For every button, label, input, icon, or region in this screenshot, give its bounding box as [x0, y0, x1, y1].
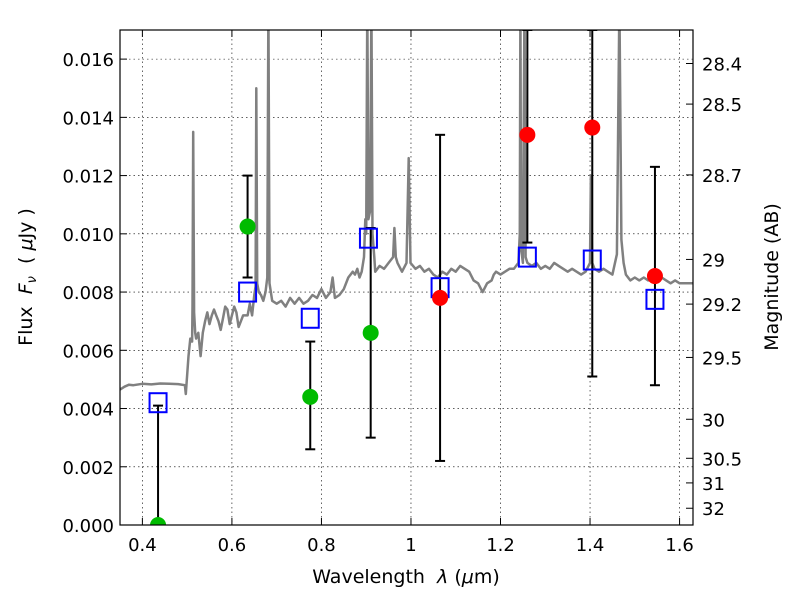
x-tick-label: 0.8 — [307, 535, 336, 556]
x-tick-label: 1 — [405, 535, 416, 556]
x-axis-label-mu: μ — [461, 566, 474, 588]
model-spectrum-line — [120, 30, 693, 396]
grid-lines — [120, 30, 693, 525]
y2-tick-label: 29.5 — [702, 348, 742, 369]
y2-tick-label: 29 — [702, 250, 725, 271]
y2-tick-label: 30 — [702, 410, 725, 431]
observed-flux-point — [150, 517, 167, 525]
y-axis-label-sub: ν — [25, 276, 40, 283]
x-axis-label-unit-open: ( — [448, 566, 461, 588]
y-tick-label: 0.008 — [62, 283, 114, 304]
x-tick-label: 0.4 — [128, 535, 157, 556]
y2-tick-label: 28.4 — [702, 54, 742, 75]
y-tick-label: 0.012 — [62, 167, 114, 188]
x-axis-ticks: 0.4 0.6 0.8 1 1.2 1.4 1.6 — [128, 30, 694, 556]
model-flux-square — [645, 288, 665, 310]
model-flux-square — [238, 281, 258, 303]
model-flux-square — [358, 227, 378, 249]
x-axis-label-prefix: Wavelength — [312, 566, 437, 588]
y2-tick-label: 28.7 — [702, 166, 742, 187]
y-tick-label: 0.002 — [62, 458, 114, 479]
y-tick-label: 0.010 — [62, 225, 114, 246]
observed-flux-point — [239, 218, 256, 235]
y-axis-label-mu: μ — [15, 238, 37, 251]
y2-tick-label: 29.2 — [702, 295, 742, 316]
y-tick-label: 0.014 — [62, 108, 114, 129]
model-flux-square — [148, 392, 168, 414]
model-flux-square — [582, 249, 602, 271]
y-tick-label: 0.016 — [62, 50, 114, 71]
observed-flux-point — [646, 268, 663, 285]
x-axis-label-unit: m) — [474, 566, 500, 588]
observed-flux-point — [432, 289, 449, 306]
y-axis-label-prefix: Flux — [15, 294, 37, 346]
plot-frame — [119, 29, 694, 526]
y2-tick-label: 32 — [702, 499, 725, 520]
model-flux-square — [517, 246, 537, 268]
x-axis-label: Wavelength λ (μm) — [312, 566, 500, 588]
x-tick-label: 1.4 — [576, 535, 605, 556]
y-axis-label-var: F — [15, 282, 37, 294]
y-axis-label-unit-open: ( — [15, 251, 37, 277]
data-layer — [120, 30, 693, 525]
x-axis-label-lambda: λ — [436, 566, 448, 588]
y2-tick-label: 28.5 — [702, 95, 742, 116]
x-tick-label: 0.6 — [218, 535, 247, 556]
y2-tick-label: 30.5 — [702, 449, 742, 470]
y-axis-label: Flux Fν ( μJy ) — [15, 208, 40, 346]
y-axis-label-unit: Jy ) — [15, 208, 37, 239]
y2-tick-label: 31 — [702, 474, 725, 495]
observed-flux-point — [362, 324, 379, 341]
plot-background — [120, 30, 693, 525]
observed-flux-point — [519, 126, 536, 143]
y-tick-label: 0.004 — [62, 400, 114, 421]
observed-flux-point — [302, 388, 319, 405]
y-tick-label: 0.000 — [62, 516, 114, 537]
y2-axis-label: Magnitude (AB) — [761, 203, 783, 351]
y-axis-ticks: 0.000 0.002 0.004 0.006 0.008 0.010 0.012 0.014… — [62, 50, 127, 537]
observed-flux-point — [584, 119, 601, 136]
model-flux-square — [300, 307, 320, 329]
x-tick-label: 1.2 — [486, 535, 515, 556]
y-tick-label: 0.006 — [62, 341, 114, 362]
y2-axis-ticks: 28.4 28.5 28.7 29 29.2 29.5 30 30.5 31 32 — [686, 54, 742, 520]
x-tick-label: 1.6 — [665, 535, 694, 556]
